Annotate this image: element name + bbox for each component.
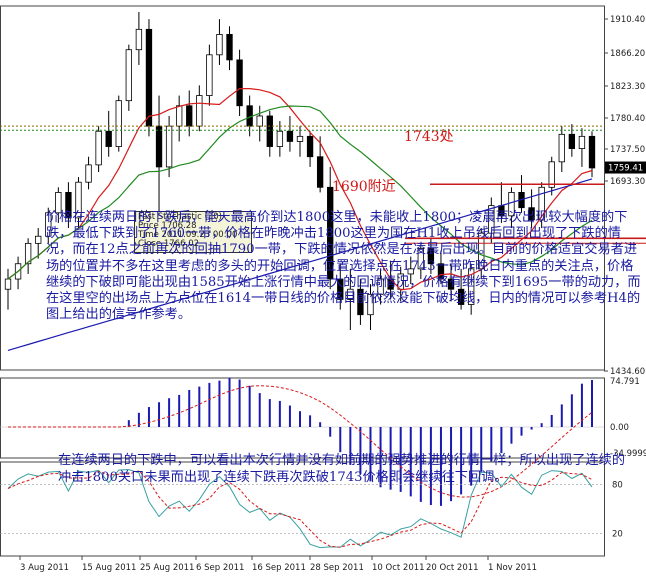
price-tick-label: 1823.30 [610, 82, 645, 92]
candle-body [427, 248, 435, 265]
candle-body [337, 278, 344, 300]
candle-body [588, 135, 596, 169]
x-tick-label: 25 Aug 2011 [140, 563, 194, 573]
candle-body [75, 181, 82, 219]
candle-body [286, 130, 294, 142]
x-tick-label: 15 Aug 2011 [82, 563, 136, 573]
macd-tick-label: 74.791 [610, 377, 640, 387]
candle-body [407, 268, 414, 275]
candle-body [216, 34, 223, 56]
candle-body [45, 212, 52, 237]
candle-body [145, 28, 153, 127]
stoch-signal-line [7, 470, 593, 548]
info-line: Fast Stochastic (30) [138, 212, 222, 222]
candle-body [437, 263, 445, 280]
candle-body [558, 133, 565, 163]
candle-body [125, 49, 132, 102]
price-tick-label: 1780.40 [610, 114, 645, 124]
candle-body [316, 156, 324, 188]
x-tick-label: 28 Sep 2011 [310, 563, 364, 573]
main-panel-frame [0, 5, 605, 371]
candle-body [65, 192, 72, 219]
candle-body [4, 278, 12, 290]
candle-body [538, 186, 545, 221]
candle-body [508, 192, 515, 217]
candle-body [327, 186, 334, 280]
candle-body [457, 288, 465, 305]
info-line: Time 2011.09.23 00:00 [138, 230, 238, 240]
x-tick-label: 1 Nov 2011 [488, 563, 537, 573]
x-tick-label: 6 Sep 2011 [196, 563, 244, 573]
price-tick-label: 1910.40 [610, 15, 645, 25]
candle-body [226, 34, 233, 61]
ma-fast-line [7, 87, 593, 291]
ma-slow-line [7, 178, 593, 351]
commentary-text: 价格在连续两日的下跌后，能天最高价到达1800这里，未能收上1800；凌晨再次出… [46, 210, 641, 323]
price-tick-label: 1737.50 [610, 145, 645, 155]
candle-body [95, 130, 102, 166]
candle-body [24, 242, 32, 265]
candle-body [377, 278, 384, 295]
ma-mid-line [7, 105, 593, 280]
candle-body [266, 115, 273, 147]
candle-body [548, 161, 555, 188]
candle-body [447, 278, 455, 290]
macd-signal-line [8, 385, 593, 498]
stoch-panel-frame [0, 461, 605, 557]
candle-body [55, 192, 62, 214]
candle-body [35, 235, 42, 244]
candle-body [135, 28, 143, 51]
info-line: Price 1706.28 [138, 221, 197, 231]
candle-body [236, 59, 243, 107]
candle-body [186, 105, 193, 127]
candle-body [528, 207, 535, 221]
stoch-tick-label: 20 [612, 530, 623, 540]
candle-body [276, 130, 284, 147]
candle-body [165, 125, 173, 168]
macd-tick-label: -34.9999 [610, 449, 646, 459]
candle-body [367, 293, 374, 316]
price-tick-label: 1866.20 [610, 49, 645, 59]
candle-body [306, 135, 314, 158]
candle-body [105, 130, 112, 147]
x-tick-label: 16 Sep 2011 [252, 563, 306, 573]
candle-body [468, 268, 475, 305]
candle-body [568, 133, 576, 149]
x-tick-label: 10 Oct 2011 [372, 563, 425, 573]
candle-body [206, 54, 213, 96]
candle-body [256, 115, 263, 127]
macd-tick-label: 0.00 [610, 423, 629, 433]
candle-body [578, 135, 586, 149]
x-tick-label: 3 Aug 2011 [20, 563, 69, 573]
candle-body [115, 100, 122, 147]
info-box: Fast Stochastic (30) Price 1706.28 Time … [134, 211, 252, 253]
candle-body [176, 105, 183, 127]
info-line: Close 1766.02 [138, 239, 200, 249]
candle-body [347, 288, 354, 300]
price-tick-label: 1434.60 [610, 367, 645, 377]
candle-body [85, 164, 92, 183]
annotation-1690: 1690附近 [332, 179, 396, 195]
commentary-text-secondary: 在连续两日的下跌中，可以看出本次行情并没有如前期的强势推进的行情一样；所以出现了… [58, 453, 626, 485]
macd-panel-frame [0, 377, 605, 459]
candle-body [296, 135, 304, 142]
price-tick-label: 1693.30 [610, 177, 645, 187]
x-tick-label: 20 Oct 2011 [426, 563, 479, 573]
candle-body [357, 288, 364, 316]
candle-body [417, 248, 424, 270]
candle-body [155, 125, 163, 168]
current-price-tag [605, 161, 646, 174]
stoch-tick-label: 80 [612, 480, 623, 490]
candle-body [196, 95, 203, 127]
stoch-main-line [7, 469, 593, 549]
current-price-label: 1759.41 [608, 164, 643, 174]
candle-body [488, 205, 495, 234]
annotation-1743: 1743处 [404, 129, 454, 145]
